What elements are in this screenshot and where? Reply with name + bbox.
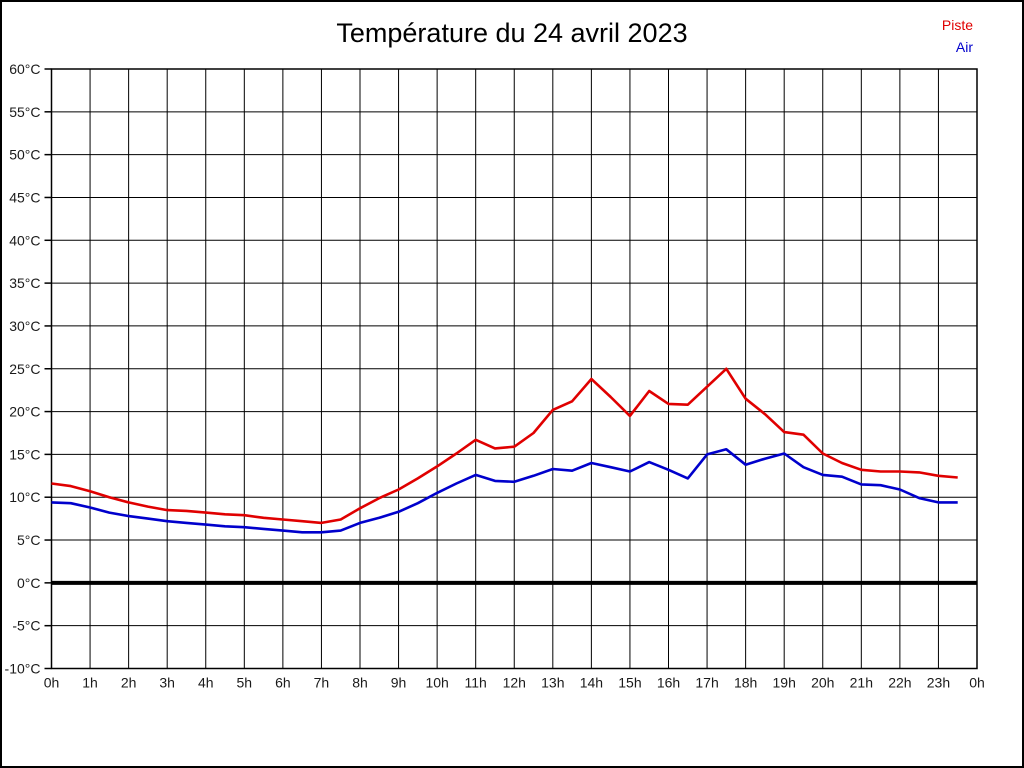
x-tick-label: 4h: [198, 675, 214, 691]
x-tick-label: 20h: [811, 675, 834, 691]
x-tick-label: 11h: [465, 675, 487, 691]
y-tick-label: 10°C: [9, 489, 40, 505]
legend-label-air: Air: [955, 39, 973, 55]
y-tick-label: 40°C: [9, 232, 40, 248]
series-line-piste: [51, 367, 958, 525]
x-tick-label: 8h: [352, 675, 368, 691]
x-tick-label: 13h: [541, 675, 564, 691]
y-tick-label: 5°C: [17, 532, 41, 548]
y-tick-label: 30°C: [9, 318, 40, 334]
y-tick-label: 60°C: [9, 61, 40, 77]
y-tick-label: 0°C: [17, 575, 41, 591]
x-tick-label: 14h: [580, 675, 603, 691]
y-tick-label: 50°C: [9, 147, 40, 163]
y-tick-label: 15°C: [9, 446, 40, 462]
x-tick-label: 9h: [391, 675, 407, 691]
x-tick-label: 7h: [314, 675, 330, 691]
x-tick-label: 0h: [969, 675, 985, 691]
x-tick-label: 2h: [121, 675, 137, 691]
y-tick-label: -5°C: [12, 618, 40, 634]
legend: Piste Air: [942, 14, 973, 58]
x-tick-label: 16h: [657, 675, 680, 691]
y-tick-label: 20°C: [9, 404, 40, 420]
chart-title: Température du 24 avril 2023: [336, 18, 688, 48]
x-tick-label: 19h: [773, 675, 796, 691]
x-tick-label: 1h: [82, 675, 98, 691]
x-tick-label: 6h: [275, 675, 291, 691]
x-tick-label: 5h: [237, 675, 253, 691]
x-tick-label: 15h: [618, 675, 641, 691]
x-tick-label: 3h: [159, 675, 175, 691]
legend-item-piste: Piste: [942, 14, 973, 36]
legend-label-piste: Piste: [941, 17, 973, 33]
y-tick-label: -10°C: [5, 661, 41, 677]
x-tick-label: 10h: [425, 675, 448, 691]
x-tick-label: 18h: [734, 675, 757, 691]
x-tick-label: 21h: [850, 675, 873, 691]
x-tick-label: 12h: [503, 675, 526, 691]
x-tick-label: 17h: [695, 675, 718, 691]
y-tick-label: 55°C: [9, 104, 40, 120]
y-tick-label: 45°C: [9, 189, 40, 205]
legend-item-air: Air: [942, 36, 973, 58]
series-line-air: [51, 447, 958, 534]
x-tick-label: 0h: [44, 675, 60, 691]
x-tick-label: 23h: [927, 675, 950, 691]
y-tick-label: 25°C: [9, 361, 40, 377]
x-tick-label: 22h: [888, 675, 911, 691]
y-tick-label: 35°C: [9, 275, 40, 291]
